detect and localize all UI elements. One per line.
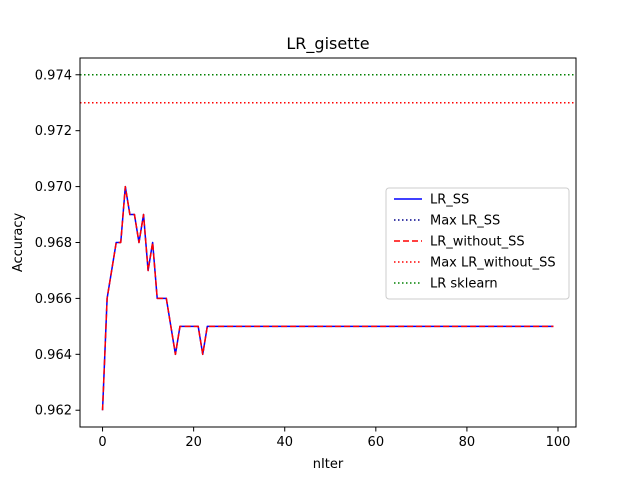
series-lr-without-ss [101, 185, 554, 411]
x-axis-label: nIter [313, 457, 344, 472]
y-tick-label: 0.974 [35, 68, 72, 83]
x-tick-label: 60 [368, 435, 385, 450]
legend-label: LR_without_SS [430, 235, 525, 250]
legend: LR_SS Max LR_SS LR_without_SS Max LR_withou… [385, 187, 570, 300]
y-tick-label: 0.968 [35, 236, 72, 251]
x-tick-label: 20 [185, 435, 202, 450]
x-tick-label: 80 [459, 435, 476, 450]
y-tick-label: 0.970 [35, 180, 72, 195]
x-tick-label: 0 [98, 435, 106, 450]
y-axis-label: Accuracy [11, 213, 26, 273]
x-tick-label: 40 [276, 435, 293, 450]
y-tick-label: 0.962 [35, 404, 72, 419]
legend-label: Max LR_without_SS [430, 256, 556, 271]
legend-label: LR sklearn [430, 277, 498, 292]
y-tick-label: 0.972 [35, 124, 72, 139]
legend-label: LR_SS [430, 193, 469, 208]
chart-title: LR_gisette [286, 34, 369, 54]
axis-ticks: 0 20 40 60 80 100 0.962 0.964 0.966 0.968 0.970 0.9… [35, 68, 571, 450]
legend-label: Max LR_SS [430, 214, 500, 229]
legend-box [385, 187, 570, 300]
plot-area [80, 74, 576, 411]
y-tick-label: 0.964 [35, 348, 72, 363]
y-tick-label: 0.966 [35, 292, 72, 307]
x-tick-label: 100 [546, 435, 571, 450]
